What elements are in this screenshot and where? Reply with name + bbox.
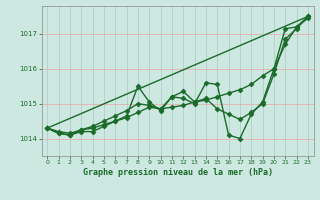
X-axis label: Graphe pression niveau de la mer (hPa): Graphe pression niveau de la mer (hPa) bbox=[83, 168, 273, 177]
